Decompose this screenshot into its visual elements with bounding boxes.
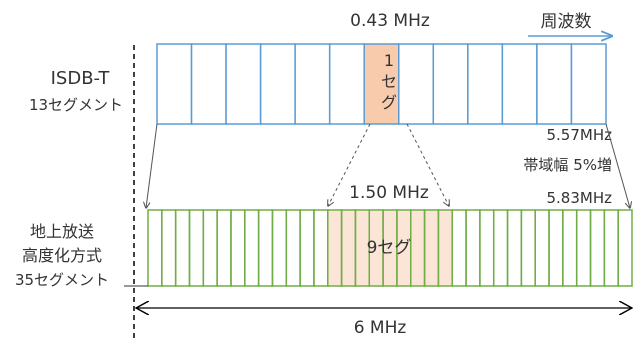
advanced-segment: [548, 209, 564, 287]
isdb-t-segment: [570, 43, 607, 125]
advanced-segment: [244, 209, 260, 287]
isdb-t-segments-label: 13セグメント: [29, 96, 123, 114]
isdb-t-segment: [294, 43, 331, 125]
advanced-total-bandwidth: 5.83MHz: [547, 189, 613, 207]
advanced-segment: [465, 209, 481, 287]
advanced-segment: [451, 209, 467, 287]
advanced-segment: [257, 209, 274, 287]
isdb-t-segment: [190, 43, 227, 125]
advanced-segment: [534, 209, 550, 287]
isdb-t-highlight-label-2: セ: [381, 72, 397, 91]
isdb-t-segment: [432, 43, 469, 125]
isdb-t-segment: [328, 43, 365, 125]
bandwidth-increase-label: 帯域幅 5%増: [523, 156, 612, 174]
advanced-highlight-region: [327, 210, 453, 286]
advanced-segment: [174, 209, 191, 287]
advanced-segment: [216, 209, 232, 287]
isdb-t-segment: [467, 43, 504, 125]
isdb-t-segment: [536, 43, 573, 125]
isdb-t-highlight-label-3: グ: [381, 93, 397, 112]
frequency-axis: 周波数: [528, 12, 612, 36]
mapping-guide-left: [146, 123, 158, 208]
mapping-guide-right: [605, 123, 630, 208]
advanced-name-line2: 高度化方式: [22, 246, 102, 265]
advanced-segment: [147, 209, 163, 287]
advanced-highlight-bandwidth: 1.50 MHz: [349, 183, 429, 203]
frequency-label: 周波数: [541, 12, 592, 32]
isdb-t-highlight-label-1: 1: [384, 51, 394, 70]
advanced-segment: [188, 209, 205, 287]
advanced-segment-row: [147, 209, 633, 287]
advanced-segment: [492, 209, 509, 287]
isdb-t-segment: [225, 43, 262, 125]
advanced-segment: [299, 209, 315, 287]
advanced-segment: [202, 209, 218, 287]
advanced-segment: [313, 209, 329, 287]
advanced-segment: [479, 209, 495, 287]
advanced-name-line1: 地上放送: [30, 222, 94, 241]
advanced-segment: [603, 209, 619, 287]
isdb-t-segment: [156, 43, 193, 125]
advanced-segment: [562, 209, 578, 287]
isdb-t-highlight-segment: [363, 43, 400, 125]
isdb-t-segment-bandwidth: 0.43 MHz: [350, 11, 430, 31]
isdb-t-total-bandwidth: 5.57MHz: [547, 126, 613, 144]
advanced-segment: [575, 209, 592, 287]
advanced-segment: [230, 209, 246, 287]
advanced-segment: [285, 209, 301, 287]
channel-bandwidth-label: 6 MHz: [354, 318, 407, 338]
isdb-t-name: ISDB-T: [51, 68, 111, 89]
advanced-segment: [506, 209, 523, 287]
advanced-segment: [520, 209, 536, 287]
advanced-segment: [617, 209, 633, 287]
isdb-t-segment: [259, 43, 296, 125]
isdb-t-segment-row: [156, 43, 607, 125]
isdb-t-segment: [398, 43, 435, 125]
isdb-t-segment: [501, 43, 538, 125]
advanced-segment: [271, 209, 288, 287]
advanced-segment: [589, 209, 606, 287]
advanced-segment: [161, 209, 177, 287]
advanced-segments-label: 35セグメント: [15, 271, 109, 289]
advanced-highlight-label: 9セグ: [367, 238, 412, 258]
